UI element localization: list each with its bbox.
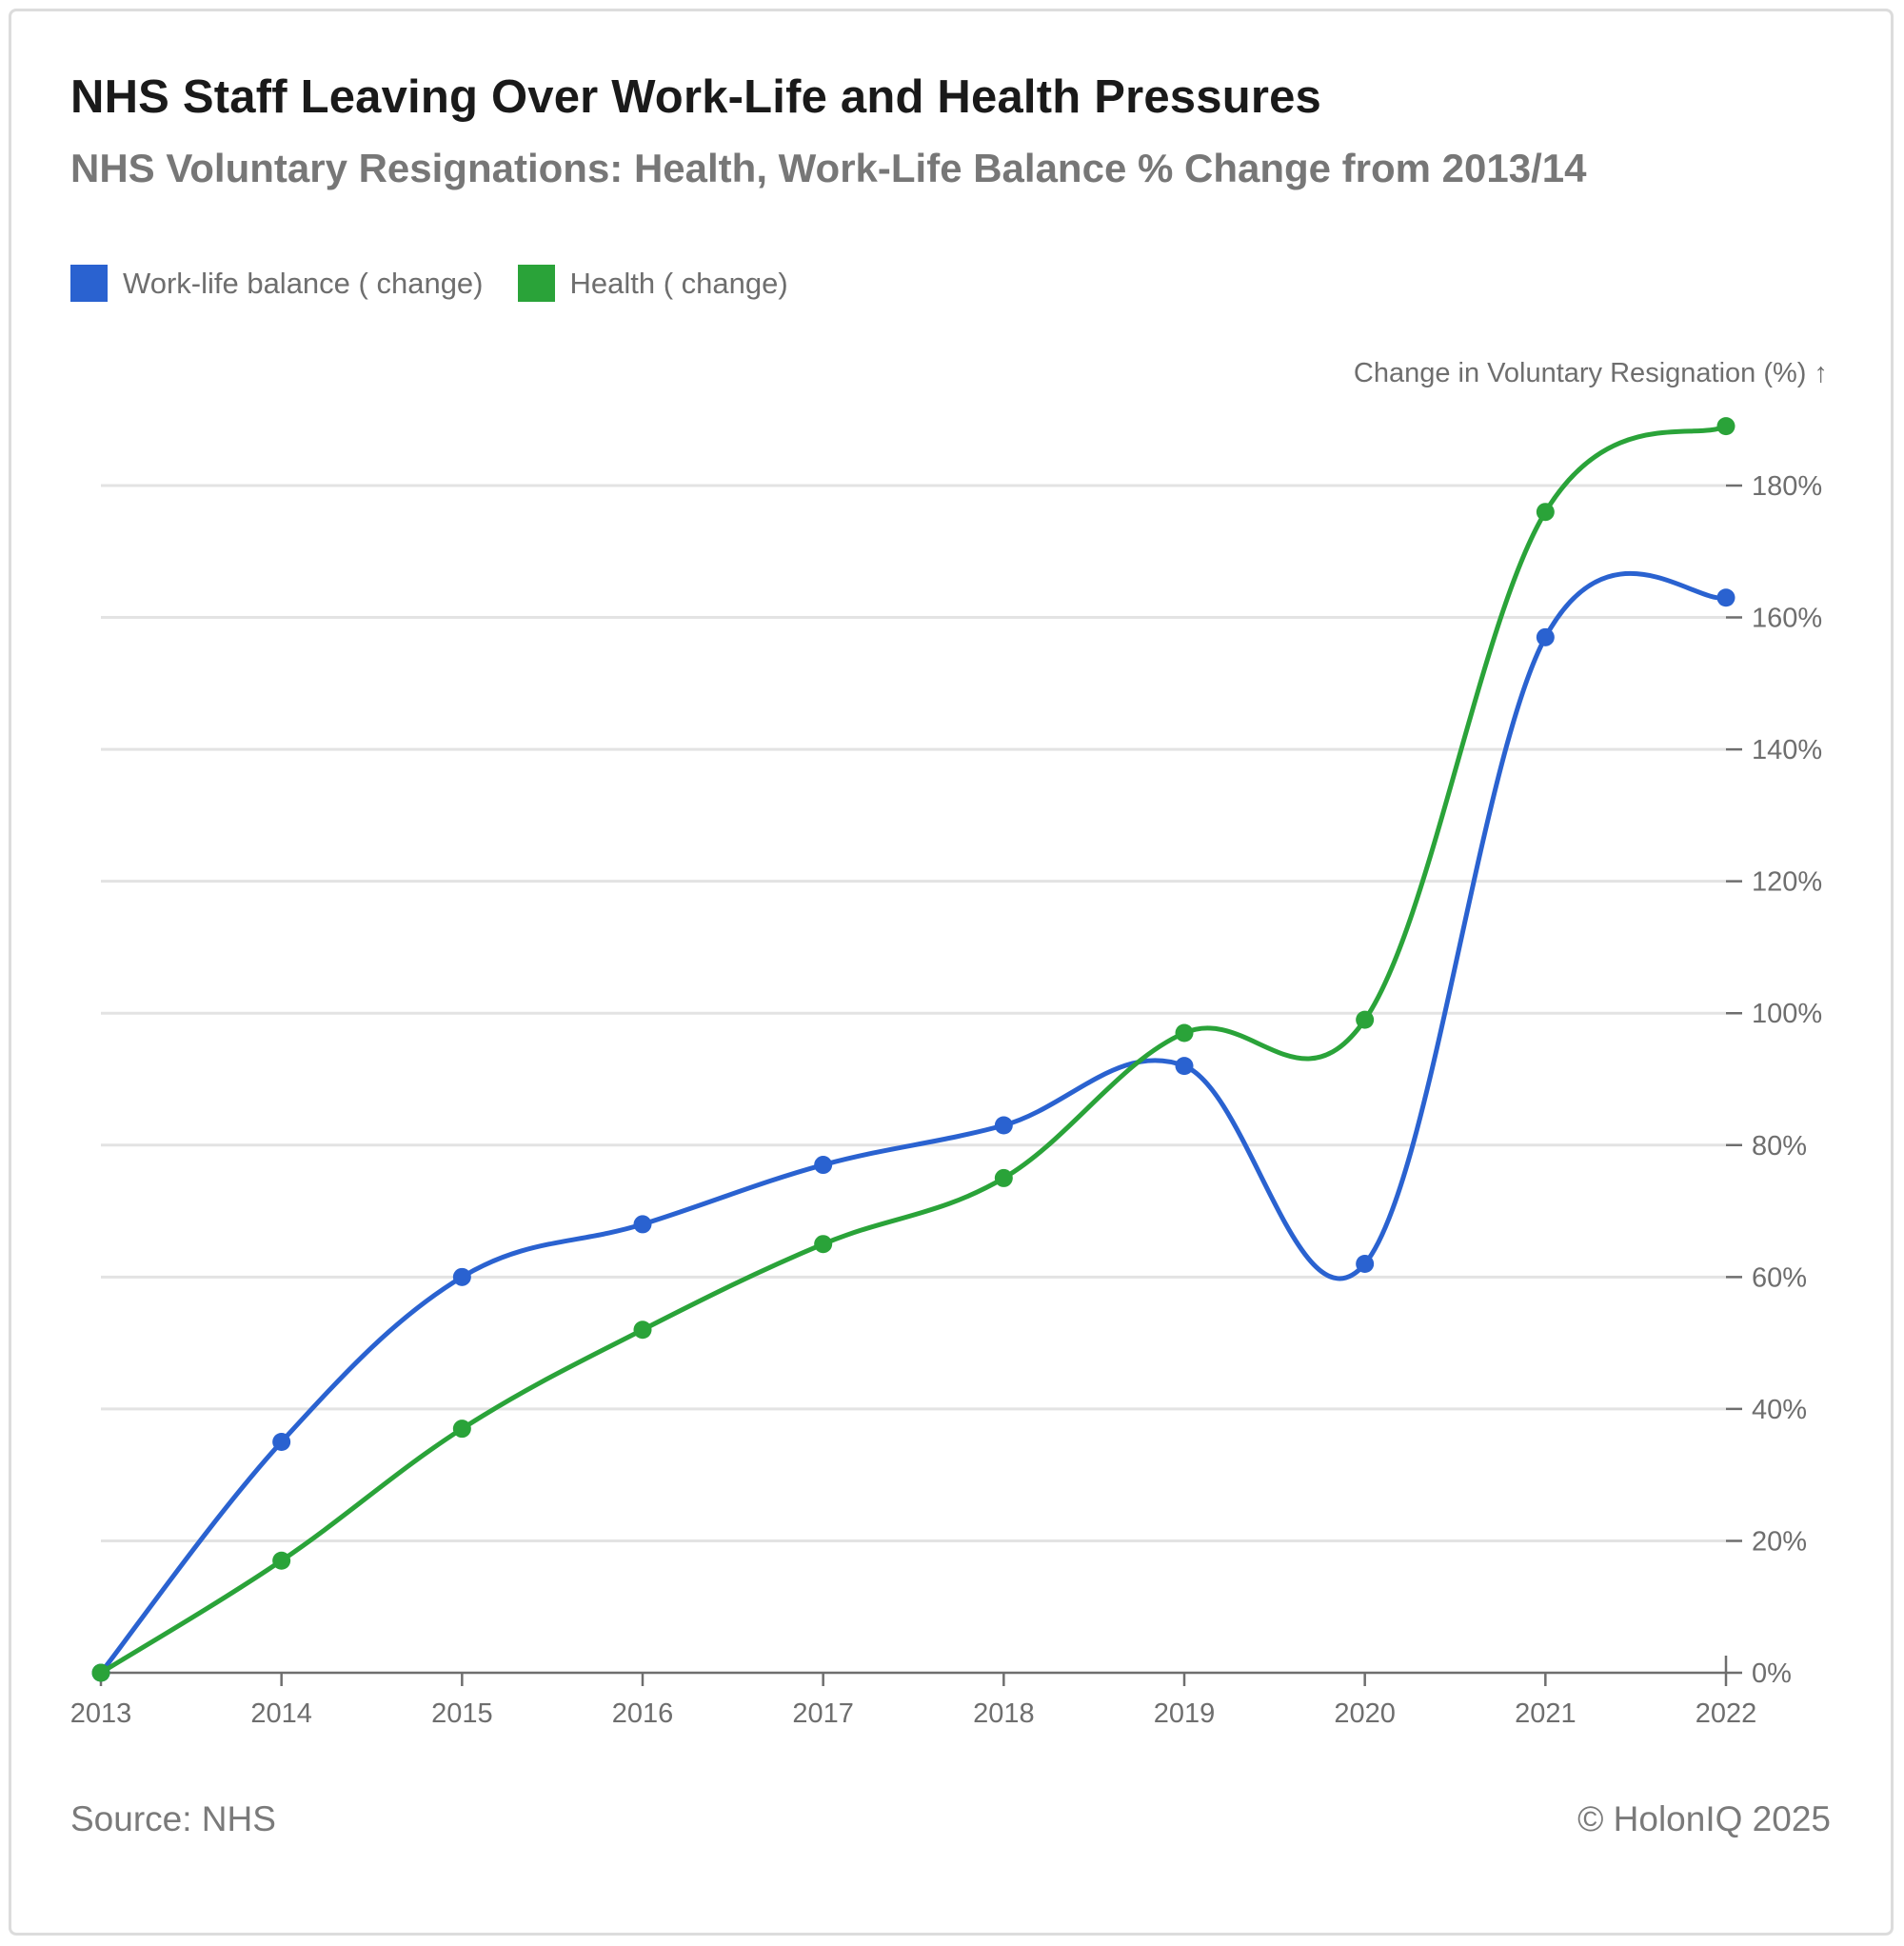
x-tick-label: 2016: [612, 1698, 674, 1729]
chart-card: [9, 9, 1894, 1936]
point-health-2014: [272, 1551, 291, 1570]
x-tick-label: 2014: [250, 1698, 312, 1729]
legend-item-health[interactable]: Health ( change): [517, 265, 788, 302]
source-note: Source: NHS: [70, 1799, 276, 1838]
point-work-life-2017: [814, 1156, 833, 1175]
x-tick-label: 2020: [1334, 1698, 1396, 1729]
point-health-2020: [1356, 1010, 1375, 1029]
legend-swatch-health: [517, 265, 555, 302]
point-health-2022: [1716, 417, 1735, 436]
legend-label-health: Health ( change): [569, 266, 788, 300]
point-work-life-2020: [1356, 1254, 1375, 1273]
point-work-life-2018: [994, 1116, 1013, 1135]
y-tick-label: 120%: [1752, 867, 1822, 898]
point-health-2019: [1175, 1023, 1194, 1042]
point-work-life-2015: [452, 1267, 471, 1286]
y-tick-label: 40%: [1752, 1395, 1807, 1425]
point-work-life-2022: [1716, 588, 1735, 607]
y-tick-label: 160%: [1752, 604, 1822, 634]
chart-subtitle: NHS Voluntary Resignations: Health, Work…: [70, 146, 1587, 190]
y-tick-label: 180%: [1752, 471, 1822, 502]
x-tick-label: 2015: [431, 1698, 493, 1729]
y-tick-label: 0%: [1752, 1658, 1792, 1689]
point-health-2016: [633, 1320, 652, 1340]
point-health-2021: [1536, 503, 1555, 522]
y-tick-label: 20%: [1752, 1526, 1807, 1557]
legend-swatch-work-life: [70, 265, 108, 302]
x-tick-label: 2019: [1154, 1698, 1216, 1729]
point-health-2018: [994, 1168, 1013, 1187]
point-work-life-2016: [633, 1215, 652, 1234]
y-tick-label: 60%: [1752, 1262, 1807, 1293]
series-line-health: [98, 424, 1729, 1676]
y-axis-title: Change in Voluntary Resignation (%) ↑: [1354, 358, 1828, 388]
y-tick-label: 100%: [1752, 999, 1822, 1029]
x-tick-label: 2021: [1515, 1698, 1577, 1729]
point-health-2015: [452, 1420, 471, 1439]
copyright-note: © HolonIQ 2025: [1577, 1799, 1831, 1838]
x-tick-label: 2013: [70, 1698, 132, 1729]
y-tick-label: 80%: [1752, 1131, 1807, 1162]
legend-item-work-life[interactable]: Work-life balance ( change): [70, 265, 484, 302]
x-tick-label: 2017: [792, 1698, 854, 1729]
point-work-life-2014: [272, 1433, 291, 1452]
point-work-life-2019: [1175, 1057, 1194, 1076]
point-health-2017: [814, 1235, 833, 1254]
legend: Work-life balance ( change) Health ( cha…: [70, 265, 823, 302]
x-tick-label: 2022: [1696, 1698, 1757, 1729]
chart-title: NHS Staff Leaving Over Work-Life and Hea…: [70, 71, 1322, 123]
legend-label-work-life: Work-life balance ( change): [123, 266, 484, 300]
y-tick-label: 140%: [1752, 735, 1822, 765]
x-tick-label: 2018: [973, 1698, 1035, 1729]
series-line-work-life: [98, 571, 1729, 1676]
point-health-2013: [91, 1663, 110, 1682]
point-work-life-2021: [1536, 627, 1555, 646]
